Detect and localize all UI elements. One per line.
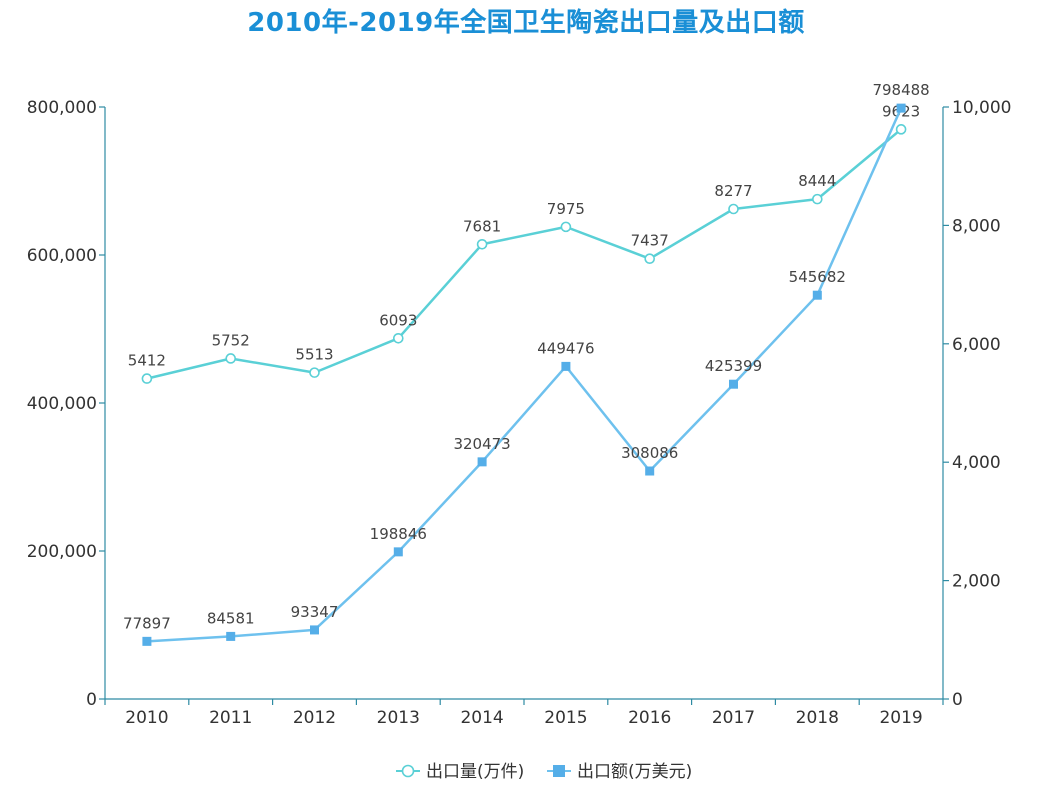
data-point-square xyxy=(812,290,822,300)
data-label: 7681 xyxy=(463,217,501,235)
data-point-square xyxy=(561,361,571,371)
data-label: 449476 xyxy=(537,339,594,357)
x-tick-label: 2016 xyxy=(628,708,671,728)
chart-title: 2010年-2019年全国卫生陶瓷出口量及出口额 xyxy=(247,8,805,38)
y-right-tick-label: 6,000 xyxy=(952,335,1001,355)
y-right-tick-label: 10,000 xyxy=(952,98,1011,118)
y-right-tick-label: 2,000 xyxy=(952,572,1001,592)
data-label: 545682 xyxy=(789,268,846,286)
y-right-tick-label: 0 xyxy=(952,690,963,710)
data-label: 84581 xyxy=(207,609,255,627)
y-left-tick-label: 200,000 xyxy=(27,542,97,562)
x-tick-label: 2011 xyxy=(209,708,252,728)
data-point-square xyxy=(226,631,236,641)
data-point-circle xyxy=(225,353,236,364)
data-label: 425399 xyxy=(705,357,762,375)
data-label: 7975 xyxy=(547,200,585,218)
y-left-tick-label: 0 xyxy=(86,690,97,710)
legend-label-1: 出口量(万件) xyxy=(426,762,524,782)
data-point-circle xyxy=(309,367,320,378)
data-point-circle xyxy=(476,238,488,250)
x-tick-label: 2015 xyxy=(544,708,587,728)
data-point-square xyxy=(896,103,906,113)
data-label: 5752 xyxy=(212,331,250,349)
x-tick-label: 2014 xyxy=(460,708,503,728)
x-tick-label: 2017 xyxy=(712,708,755,728)
y-left-tick-label: 800,000 xyxy=(27,98,97,118)
data-point-circle xyxy=(644,253,656,265)
legend-marker-2 xyxy=(553,765,565,777)
data-label: 5513 xyxy=(295,346,333,364)
x-tick-label: 2019 xyxy=(879,708,922,728)
data-label: 198846 xyxy=(370,525,427,543)
data-label: 5412 xyxy=(128,352,166,370)
data-label: 6093 xyxy=(379,311,417,329)
x-tick-label: 2010 xyxy=(125,708,168,728)
series-line-2 xyxy=(146,107,903,643)
y-left-tick-label: 400,000 xyxy=(27,394,97,414)
data-point-circle xyxy=(560,221,572,233)
data-label: 320473 xyxy=(453,435,510,453)
x-tick-label: 2018 xyxy=(796,708,839,728)
x-tick-label: 2013 xyxy=(377,708,420,728)
data-label: 93347 xyxy=(291,603,339,621)
y-right-tick-label: 4,000 xyxy=(952,453,1001,473)
data-point-circle xyxy=(141,373,153,384)
data-point-circle xyxy=(811,193,823,205)
data-label: 77897 xyxy=(123,614,171,632)
data-label: 8277 xyxy=(714,182,752,200)
data-point-square xyxy=(393,547,403,557)
series-line-1 xyxy=(146,128,902,380)
data-point-circle xyxy=(728,203,739,215)
data-point-square xyxy=(729,379,738,389)
data-label: 7437 xyxy=(631,232,669,250)
legend-marker-1 xyxy=(401,764,415,778)
data-point-circle xyxy=(392,332,404,344)
legend-label-2: 出口额(万美元) xyxy=(577,762,692,782)
data-point-square xyxy=(645,466,655,476)
data-point-square xyxy=(310,625,319,635)
x-tick-label: 2012 xyxy=(293,708,336,728)
data-label: 8444 xyxy=(798,172,836,190)
data-point-square xyxy=(477,457,487,467)
data-label: 798488 xyxy=(872,81,929,99)
y-right-tick-label: 8,000 xyxy=(952,216,1001,236)
data-point-square xyxy=(142,636,152,646)
data-point-circle xyxy=(895,124,907,135)
y-left-tick-label: 600,000 xyxy=(27,246,97,266)
data-label: 308086 xyxy=(621,444,678,462)
